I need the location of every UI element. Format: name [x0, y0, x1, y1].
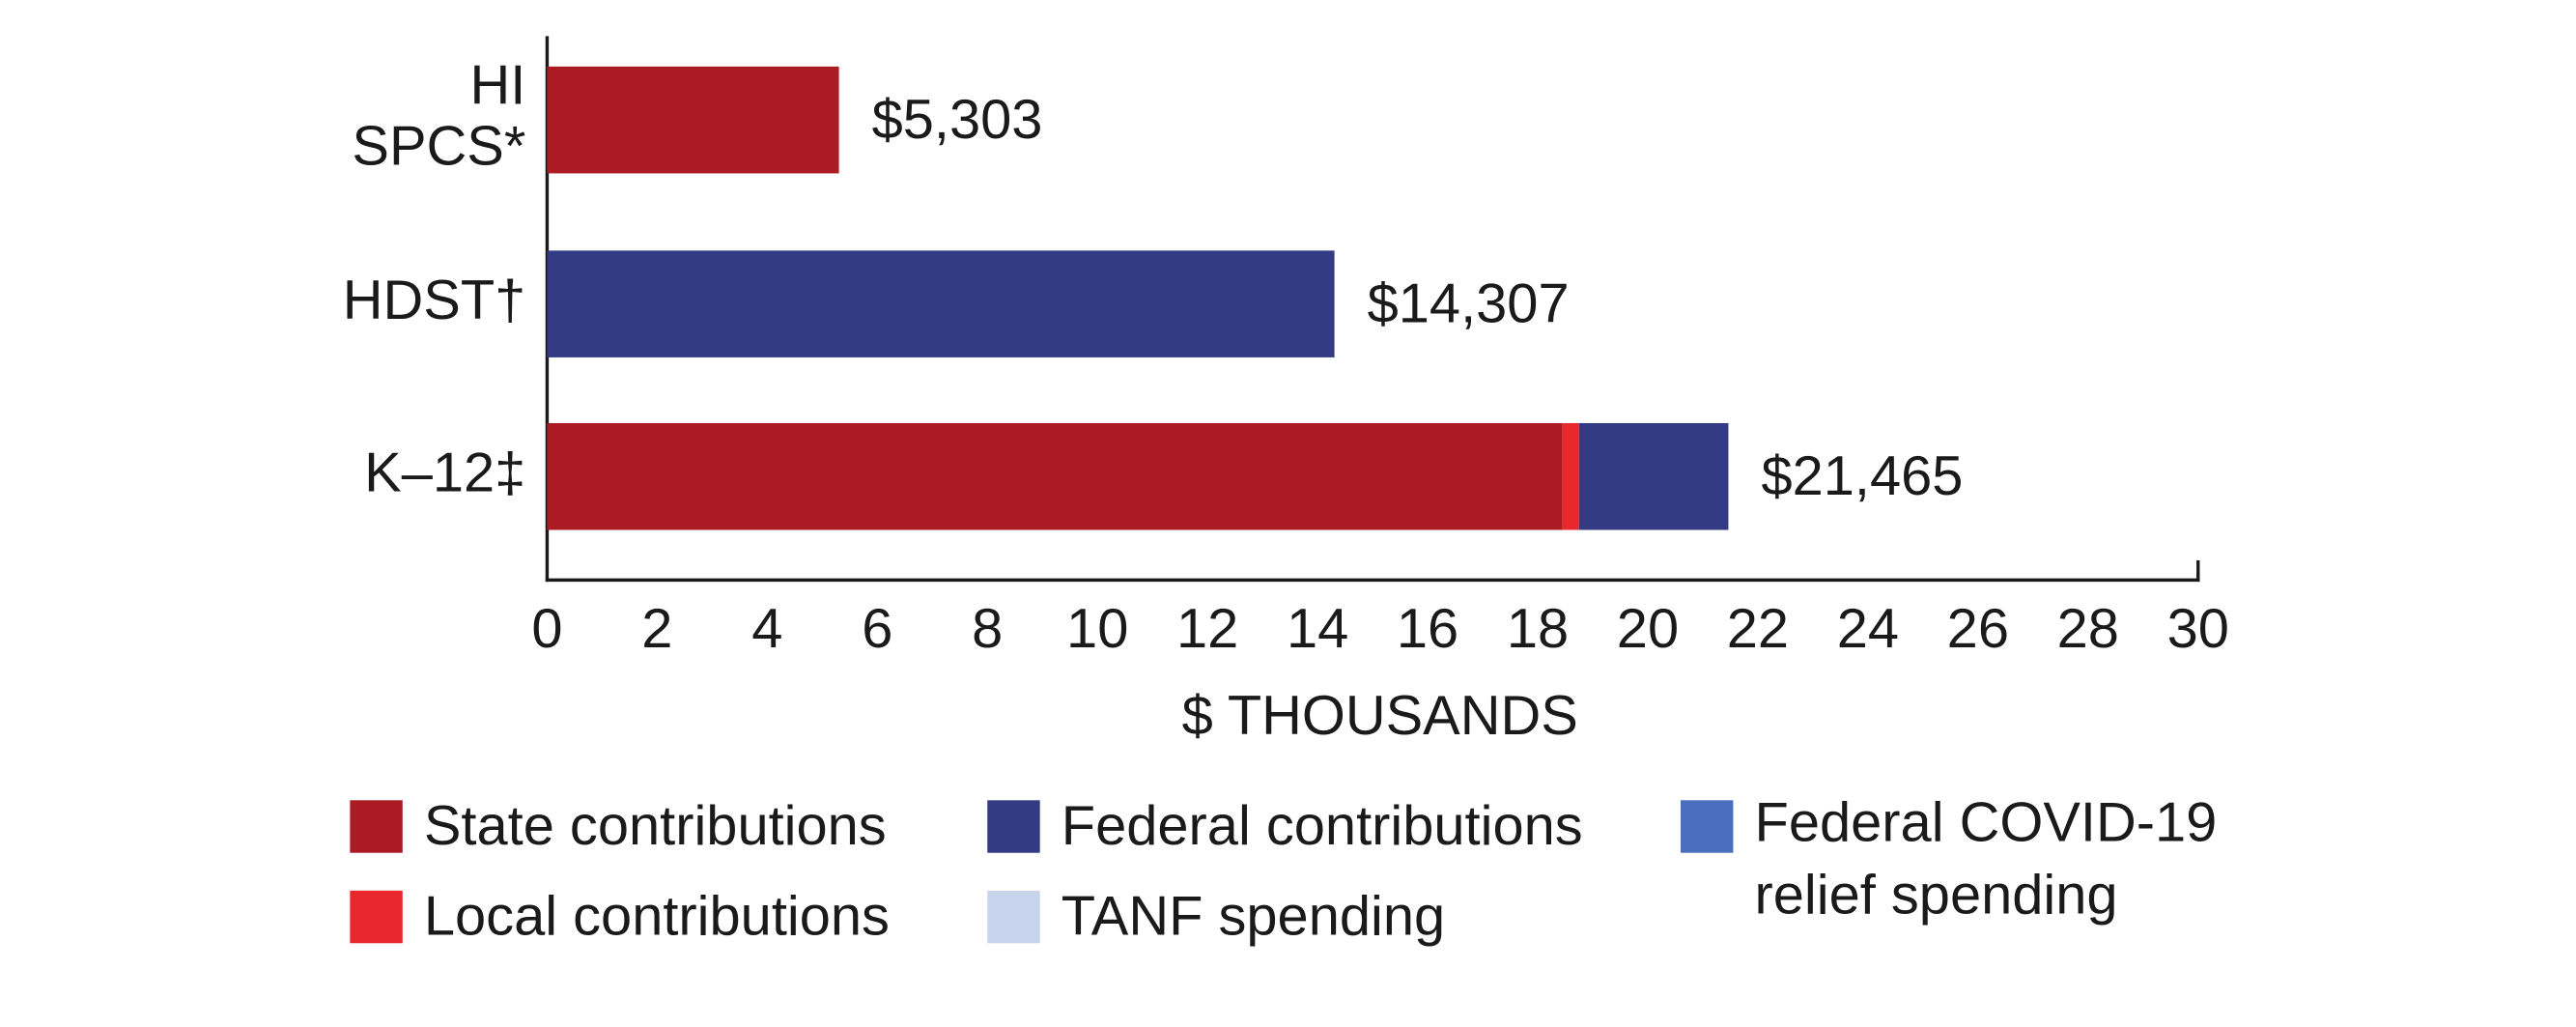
total-label: $5,303 [872, 89, 1043, 151]
x-tick-label: 6 [862, 598, 892, 660]
legend-label: TANF spending [1062, 886, 1445, 948]
bar-segment [1578, 422, 1729, 530]
bar-segment [547, 422, 1563, 530]
x-tick-label: 20 [1617, 598, 1679, 660]
bar-segment [1562, 422, 1579, 530]
x-tick-label: 10 [1066, 598, 1128, 660]
legend-label: Federal contributions [1062, 795, 1583, 857]
x-tick-label: 18 [1507, 598, 1569, 660]
x-tick-label: 28 [2057, 598, 2119, 660]
legend-swatch [350, 800, 403, 853]
y-tick-label: HI SPCS* [352, 55, 525, 178]
x-tick-label: 14 [1287, 598, 1348, 660]
x-tick-label: 0 [531, 598, 562, 660]
x-tick-label: 16 [1397, 598, 1458, 660]
legend-swatch [350, 890, 403, 944]
x-axis-label: $ THOUSANDS [1182, 685, 1578, 747]
x-tick-label: 30 [2167, 598, 2229, 660]
bar-segment [547, 66, 839, 174]
x-tick-label: 8 [972, 598, 1003, 660]
total-label: $14,307 [1368, 272, 1570, 334]
x-tick-label: 26 [1947, 598, 2009, 660]
bar-segment [547, 250, 1335, 357]
x-tick-label: 12 [1176, 598, 1238, 660]
legend-label: State contributions [424, 795, 887, 857]
legend-label: Federal COVID-19 relief spending [1755, 792, 2218, 927]
x-tick-label: 22 [1727, 598, 1789, 660]
x-tick-label: 2 [641, 598, 672, 660]
legend-label: Local contributions [424, 886, 890, 948]
total-label: $21,465 [1761, 445, 1963, 507]
x-tick-label: 4 [751, 598, 782, 660]
legend-swatch [987, 800, 1040, 853]
legend-swatch [987, 890, 1040, 944]
y-tick-label: HDST† [343, 270, 526, 331]
y-tick-label: K–12‡ [364, 442, 525, 504]
x-tick-label: 24 [1837, 598, 1899, 660]
legend-swatch [1680, 800, 1734, 853]
